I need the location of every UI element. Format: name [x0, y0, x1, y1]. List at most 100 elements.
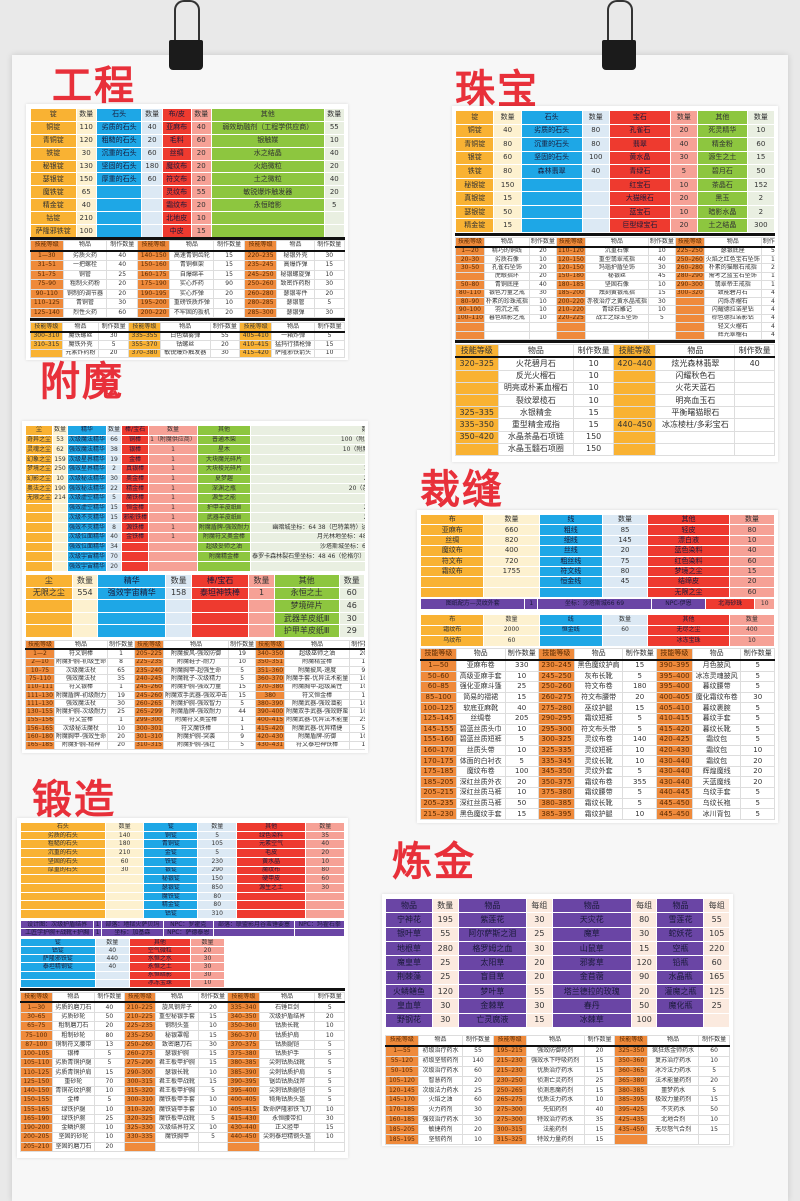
table-cell: 裂纹翠榄石	[497, 394, 575, 408]
table-cell: 地根草	[385, 940, 434, 957]
table-cell: 20	[526, 955, 553, 971]
table-cell: 10	[528, 305, 557, 315]
table-header-row: 尘数量精华数量棒/宝石数量其他数量	[25, 574, 365, 588]
table-header-cell: 制作数量	[760, 237, 775, 247]
table-cell: 附魔靴子-次级精力	[162, 674, 230, 684]
table-header-cell: 物品	[276, 240, 315, 252]
table-cell: 黄水晶	[608, 150, 671, 166]
table-cell: 430–440	[655, 776, 693, 789]
table-cell: 深红丝质外衣	[455, 776, 506, 789]
table-cell: 冰川背包	[691, 808, 742, 820]
table-header-cell: 物品	[584, 237, 649, 247]
table-cell: 霜纹布卷	[573, 776, 624, 789]
table-cell	[305, 909, 345, 919]
table-cell: 90	[630, 969, 658, 985]
table-cell: 5	[740, 670, 775, 683]
table-cell: 156–165	[25, 723, 55, 734]
table-row: 精金锭 80	[20, 900, 345, 911]
table-cell: 20	[729, 576, 775, 588]
table-cell	[305, 900, 345, 911]
table-cell: 秘银丝	[584, 271, 649, 282]
table-cell: 34	[106, 541, 123, 553]
table-cell: 5	[647, 313, 676, 324]
table-cell: 20	[669, 123, 699, 139]
table-cell: 强效宇宙精华	[97, 586, 167, 601]
table-cell: 29	[338, 624, 365, 638]
table-cell: 魔铁胸甲	[155, 1132, 199, 1143]
table-cell: 次级法力药水	[417, 1085, 464, 1097]
table-cell: 坚固的石头	[95, 159, 143, 174]
table-cell: 85–100	[420, 691, 457, 704]
table-cell: 20	[94, 1141, 125, 1152]
table-cell: 150	[573, 430, 614, 444]
table-header-cell: 技能等级	[614, 1035, 649, 1047]
table-cell: 205	[504, 712, 539, 725]
table-header-cell: 物品	[483, 237, 530, 247]
table-row: 强效宇宙精华 20	[25, 561, 365, 572]
table-cell: 15	[313, 260, 345, 271]
table-cell: 5	[314, 1039, 345, 1050]
table-cell: 195–200	[136, 298, 171, 309]
table-cell: 120	[630, 955, 658, 971]
table-cell: 180–185	[555, 280, 586, 290]
table-cell: 闪耀德拉诺星钻	[703, 305, 762, 315]
table-cell: 铁锭	[455, 164, 495, 179]
table-cell: 10	[323, 133, 345, 148]
table-row: 110–125 青铜管 30 195–200 重磅铁质炸弹 10 280–285 瑟银管 5	[30, 298, 345, 309]
table-cell: 200–220	[136, 307, 171, 318]
table-cell: 5	[504, 755, 539, 767]
table-header-cell: 技能等级	[123, 992, 157, 1003]
table-row: 320–325 火花碧月石 10 420–440 炫光森林翡翠 40	[455, 356, 775, 371]
table-header-cell: 其他	[196, 425, 252, 436]
table-cell: 泰罗卡森林裂石堡坐标：48 46（伦格尔）地狱火半岛猎隐特神殿坐标：24 38(…	[250, 551, 365, 563]
table-cell: 法能药剂	[525, 1124, 585, 1136]
table-cell: 重磅铁质炸弹	[169, 298, 215, 309]
table-cell: 粗糙的石头	[95, 133, 143, 148]
table-cell: 430–440	[655, 765, 693, 778]
table-header-cell: 技能等级	[555, 237, 586, 247]
table-cell: 380–390	[255, 699, 286, 709]
table: 技能等级 物品 制作数量 技能等级 物品 制作数量 技能等级 物品 制作数量 1—30 劣质的磨刀石…	[20, 992, 345, 1152]
table-cell: 10	[622, 755, 657, 767]
section-title-blacksmithing: 锻造	[32, 777, 116, 823]
table-cell: 水之结晶	[210, 146, 325, 161]
table-cell: 15	[213, 269, 245, 281]
table-cell: 30	[462, 1104, 494, 1116]
table-cell: 实心炸药	[169, 279, 215, 290]
table-cell	[121, 541, 150, 553]
table-cell: 侦测恶魔药剂	[525, 1085, 585, 1097]
table-cell: 405–410	[655, 702, 693, 714]
table-cell: 敏捷药剂	[417, 1124, 464, 1136]
table-cell: 幻影之尘	[25, 473, 54, 485]
table-cell	[528, 330, 557, 340]
table-header-row: 技能等级物品制作数量技能等级物品制作数量技能等级物品制作数量	[385, 1035, 730, 1047]
table-cell: 175–185	[420, 765, 457, 778]
table-cell: 硬甲皮	[235, 874, 307, 885]
table-cell: 智慧药剂	[417, 1075, 464, 1087]
table-header-cell: 数量	[75, 108, 97, 122]
table-cell: 需考之蓝宝石坠饰	[703, 271, 762, 282]
table-row: 幻影之尘10次级秘法精华30奥金棒1夏梦趣20	[25, 473, 365, 485]
table-cell: 120	[75, 133, 97, 148]
table-row: 75–100 粗制砂轮 80 235–250 秘银罩帽 15 360–370 钴质护肩 10	[20, 1030, 345, 1041]
table-row: 铜锭 40 劣质的石头 80 孔雀石 20 死灵精华 10	[455, 123, 775, 139]
table-cell	[71, 624, 99, 638]
table-cell: 铜锭	[143, 830, 199, 841]
table-cell: 魔纹布	[420, 545, 485, 557]
table-cell: 15	[106, 512, 123, 524]
table-cell: 40	[106, 531, 123, 543]
table-cell: 10	[94, 1085, 125, 1097]
table-header-cell: 数量	[305, 822, 345, 832]
table-header-cell: 物品	[455, 648, 506, 661]
table-cell: 10	[189, 978, 225, 988]
table-cell: 坚固石像	[584, 280, 649, 290]
table-cell: 铁锭	[143, 856, 199, 867]
table-cell: 160–180	[25, 732, 55, 742]
table-cell: 火焰之油	[417, 1095, 464, 1106]
table-cell: 150	[573, 442, 614, 456]
table: 技能等级 物品 制作数量 技能等级 物品 制作数量 320–325 火花碧月石 10 420–44…	[455, 344, 775, 456]
table-header-cell: 技能等级	[492, 1035, 527, 1047]
table-cell: 2000	[483, 624, 540, 637]
table-cell: 60	[104, 856, 145, 867]
table-cell: 2	[746, 191, 775, 206]
